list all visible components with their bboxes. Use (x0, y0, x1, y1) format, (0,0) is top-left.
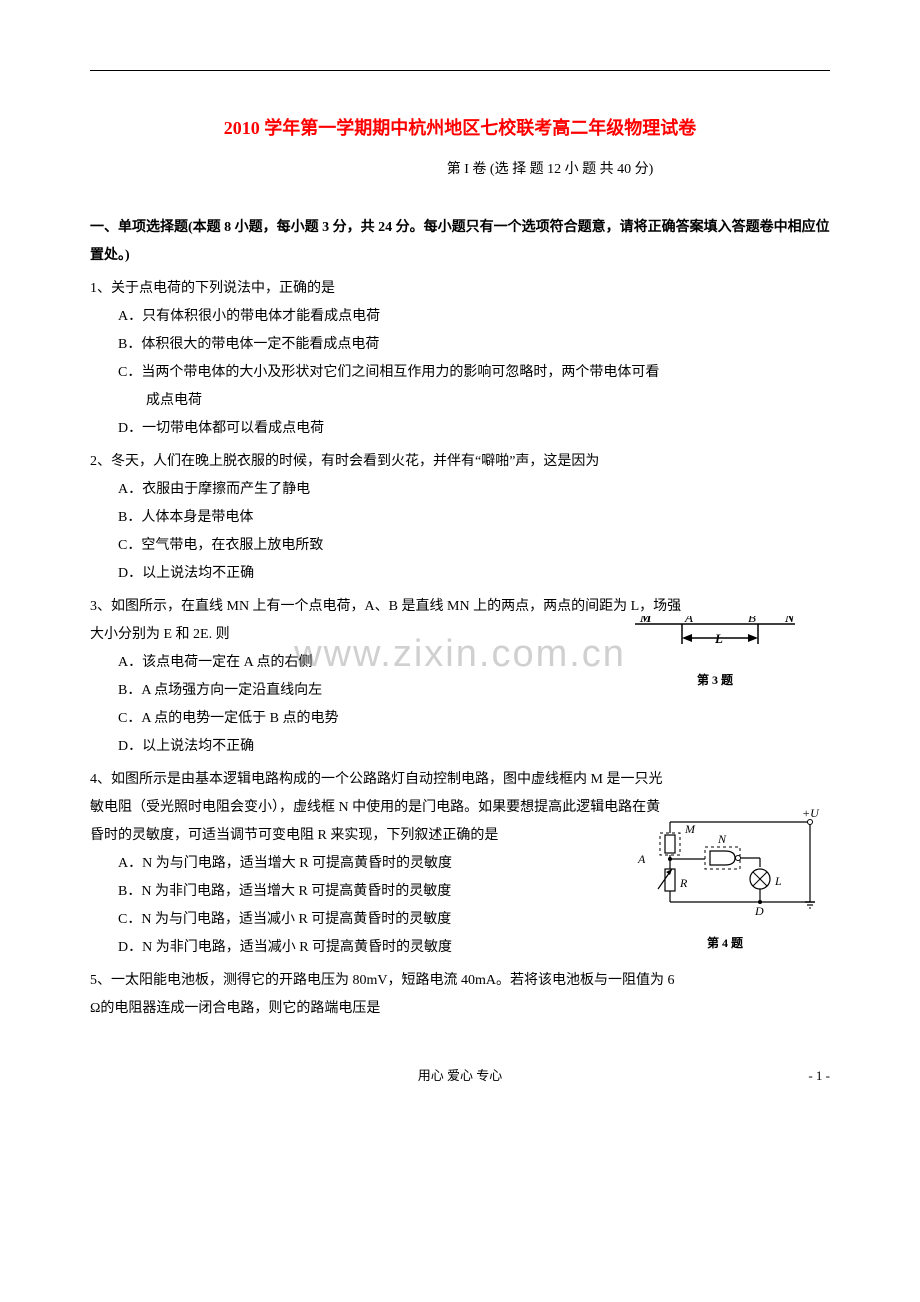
fig3-label-B: B (748, 616, 756, 625)
figure-3: M A B N L 第 3 题 (630, 616, 800, 692)
page-footer: 用心 爱心 专心 - 1 - (90, 1063, 830, 1089)
figure-3-caption: 第 3 题 (630, 668, 800, 692)
q1-text: 1、关于点电荷的下列说法中，正确的是 (90, 275, 830, 303)
fig4-label-U: +U (802, 807, 820, 820)
fig4-label-R: R (679, 876, 688, 890)
page-number: - 1 - (808, 1063, 830, 1089)
figure-4-svg: +U M A N (630, 807, 820, 917)
question-5: 5、一太阳能电池板，测得它的开路电压为 80mV，短路电流 40mA。若将该电池… (90, 967, 830, 1023)
question-3: 3、如图所示，在直线 MN 上有一个点电荷，A、B 是直线 MN 上的两点，两点… (90, 593, 830, 761)
question-4: 4、如图所示是由基本逻辑电路构成的一个公路路灯自动控制电路，图中虚线框内 M 是… (90, 766, 830, 962)
fig4-label-D: D (754, 904, 764, 917)
q2-option-d: D．以上说法均不正确 (118, 560, 830, 588)
q2-option-b: B．人体本身是带电体 (118, 504, 830, 532)
q2-text: 2、冬天，人们在晚上脱衣服的时候，有时会看到火花，并伴有“噼啪”声，这是因为 (90, 448, 830, 476)
q3-option-d: D．以上说法均不正确 (118, 733, 830, 761)
figure-4: +U M A N (630, 807, 820, 955)
fig3-label-L: L (714, 631, 723, 646)
section-1-header: 一、单项选择题(本题 8 小题，每小题 3 分，共 24 分。每小题只有一个选项… (90, 214, 830, 270)
q1-option-a: A．只有体积很小的带电体才能看成点电荷 (118, 303, 830, 331)
q3-option-c: C．A 点的电势一定低于 B 点的电势 (118, 705, 830, 733)
q2-option-c: C．空气带电，在衣服上放电所致 (118, 532, 830, 560)
fig3-label-N: N (784, 616, 795, 625)
q1-option-b: B．体积很大的带电体一定不能看成点电荷 (118, 331, 830, 359)
fig4-label-L: L (774, 874, 782, 888)
footer-motto: 用心 爱心 专心 (418, 1068, 503, 1083)
q5-text-2: Ω的电阻器连成一闭合电路，则它的路端电压是 (90, 995, 830, 1023)
q4-text-3-span: 昏时的灵敏度，可适当调节可变电阻 R 来实现，下列叙述正确的是 (90, 828, 498, 843)
top-border-line (90, 70, 830, 71)
fig4-label-A: A (637, 852, 646, 866)
q1-option-c: C．当两个带电体的大小及形状对它们之间相互作用力的影响可忽略时，两个带电体可看 (118, 359, 830, 387)
fig3-label-A: A (684, 616, 693, 625)
fig4-label-N: N (717, 832, 727, 846)
q1-option-c-cont: 成点电荷 (118, 387, 830, 415)
figure-4-caption: 第 4 题 (630, 931, 820, 955)
fig4-label-M: M (684, 822, 696, 836)
q2-option-a: A．衣服由于摩擦而产生了静电 (118, 476, 830, 504)
q1-option-d: D．一切带电体都可以看成点电荷 (118, 415, 830, 443)
q5-text-1: 5、一太阳能电池板，测得它的开路电压为 80mV，短路电流 40mA。若将该电池… (90, 967, 830, 995)
exam-title: 2010 学年第一学期期中杭州地区七校联考高二年级物理试卷 (90, 110, 830, 146)
figure-3-svg: M A B N L (630, 616, 800, 654)
q4-text-1: 4、如图所示是由基本逻辑电路构成的一个公路路灯自动控制电路，图中虚线框内 M 是… (90, 766, 830, 794)
question-1: 1、关于点电荷的下列说法中，正确的是 A．只有体积很小的带电体才能看成点电荷 B… (90, 275, 830, 443)
question-2: 2、冬天，人们在晚上脱衣服的时候，有时会看到火花，并伴有“噼啪”声，这是因为 A… (90, 448, 830, 588)
exam-subtitle: 第 I 卷 (选 择 题 12 小 题 共 40 分) (90, 156, 830, 184)
page-content: 2010 学年第一学期期中杭州地区七校联考高二年级物理试卷 第 I 卷 (选 择… (90, 110, 830, 1089)
